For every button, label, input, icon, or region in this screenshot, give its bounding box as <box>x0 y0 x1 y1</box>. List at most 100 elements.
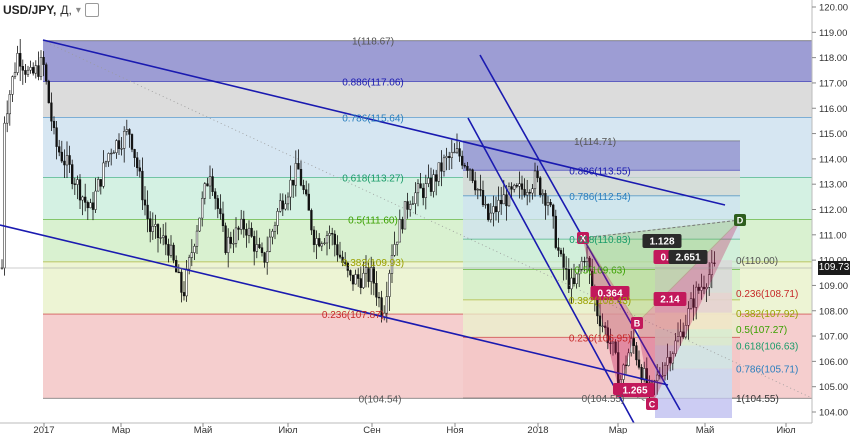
candle-body <box>585 257 589 262</box>
candle-body <box>3 122 6 269</box>
candle-body <box>55 127 58 147</box>
candle-body <box>263 252 266 263</box>
x-axis-tick-label: Май <box>194 425 213 434</box>
y-axis-tick-label: 109.00 <box>819 281 848 292</box>
candle-body <box>6 113 9 124</box>
candle-body <box>78 179 82 201</box>
candle-body <box>351 274 355 285</box>
candle-body <box>656 374 659 382</box>
candle-body <box>689 298 693 309</box>
candle-body <box>97 179 100 192</box>
candle-body <box>26 69 30 75</box>
chart-header: USD/JPY, Д, ▾ <box>0 0 99 20</box>
candle-body <box>476 189 479 191</box>
candle-body <box>162 235 165 238</box>
candle-body <box>211 176 214 192</box>
x-axis-background <box>0 423 850 434</box>
candle-body <box>284 203 287 210</box>
fib-projection-band <box>655 312 732 330</box>
y-axis-tick-label: 115.00 <box>819 129 847 140</box>
fib-left-label: 1(118.67) <box>352 37 394 48</box>
candle-body <box>471 169 474 181</box>
pattern-ratio-badge: 2.651 <box>668 250 708 264</box>
candle-body <box>229 236 232 244</box>
candle-body <box>692 298 695 308</box>
candle-body <box>393 244 396 256</box>
candle-body <box>515 184 518 187</box>
fib-left-label: 0.786(115.64) <box>342 113 404 124</box>
candle-body <box>258 244 261 248</box>
candle-body <box>466 165 469 171</box>
candle-body <box>385 296 388 314</box>
interval-label[interactable]: Д, <box>60 3 72 17</box>
candle-body <box>271 230 274 238</box>
candle-body <box>684 325 687 338</box>
candle-body <box>606 327 609 344</box>
candle-body <box>201 198 204 219</box>
candle-body <box>442 157 446 172</box>
pattern-xab <box>582 237 638 390</box>
y-axis-tick-label: 119.00 <box>819 28 847 39</box>
candle-body <box>427 177 430 184</box>
candle-body <box>458 148 461 157</box>
candle-body <box>526 192 529 196</box>
fib-projection-band <box>655 329 732 346</box>
candle-body <box>676 336 680 342</box>
fib-left-label: 0.886(117.06) <box>342 77 404 88</box>
square-icon[interactable] <box>84 3 99 17</box>
candle-body <box>214 191 217 199</box>
candle-body <box>146 204 149 219</box>
candle-body <box>307 193 310 211</box>
symbol-label[interactable]: USD/JPY, <box>3 3 57 17</box>
candle-body <box>666 357 669 366</box>
y-axis-background <box>812 0 850 434</box>
candle-body <box>169 244 173 256</box>
candle-body <box>598 315 602 327</box>
candle-body <box>614 341 617 353</box>
candle-body <box>710 262 713 275</box>
y-axis-tick-label: 108.00 <box>819 306 848 317</box>
pattern-point-label: B <box>634 319 641 329</box>
candle-body <box>39 56 43 77</box>
fib-right-label: 1(114.71) <box>574 137 616 148</box>
candle-body <box>130 134 134 150</box>
fib-projection-label: 0.236(108.71) <box>736 289 798 300</box>
x-axis-tick-label: Мар <box>609 425 628 434</box>
candle-body <box>687 308 690 326</box>
candle-body <box>123 131 126 149</box>
candle-body <box>390 255 394 274</box>
candle-body <box>81 196 84 201</box>
candle-body <box>344 262 347 264</box>
candle-body <box>71 164 74 185</box>
candle-body <box>422 187 425 198</box>
ratio-badge-bg <box>653 292 687 306</box>
candle-body <box>177 271 180 274</box>
candle-body <box>541 193 544 196</box>
candle-body <box>47 80 50 104</box>
candle-body <box>624 364 628 367</box>
candle-body <box>419 183 422 189</box>
fib-left-label: 0(104.54) <box>359 394 402 405</box>
candle-body <box>531 188 534 194</box>
candle-body <box>110 152 113 155</box>
candle-body <box>403 201 407 230</box>
fib-trend-dotted-line <box>42 40 813 399</box>
candle-body <box>333 233 336 245</box>
y-axis-tick-label: 107.00 <box>819 332 848 343</box>
candle-body <box>286 196 290 205</box>
candle-body <box>359 278 362 288</box>
candle-body <box>549 202 552 206</box>
candle-body <box>557 247 560 251</box>
fib-projection-label: 0.618(106.63) <box>736 341 798 352</box>
candle-body <box>539 177 542 196</box>
candle-body <box>242 218 245 230</box>
candle-body <box>554 215 557 248</box>
candle-body <box>494 206 498 213</box>
chevron-down-icon[interactable]: ▾ <box>75 4 81 16</box>
candle-body <box>463 165 466 167</box>
candle-body <box>190 252 193 258</box>
candle-body <box>151 226 154 232</box>
candle-body <box>266 251 269 263</box>
candle-body <box>138 167 141 172</box>
